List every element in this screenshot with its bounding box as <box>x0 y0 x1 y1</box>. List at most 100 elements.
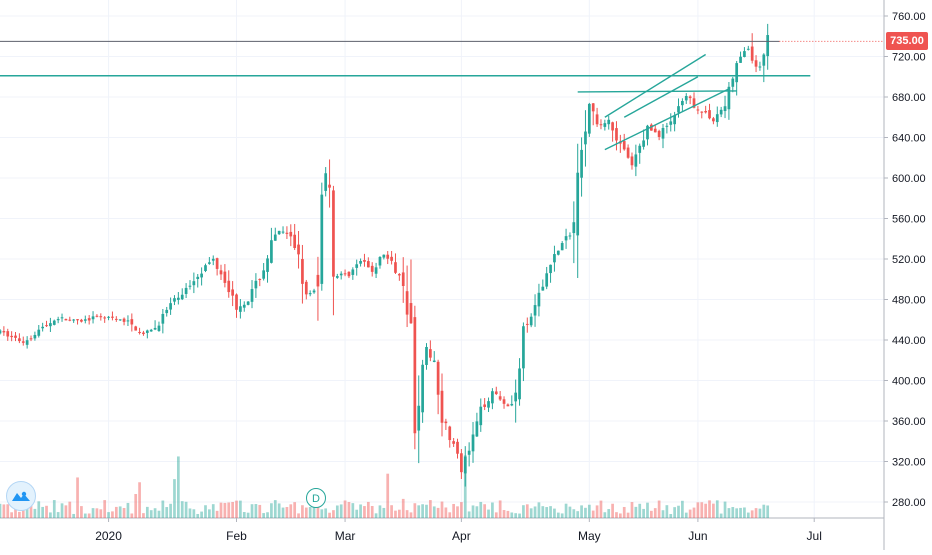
candle-body <box>215 258 219 269</box>
candle-body <box>308 293 312 295</box>
volume-bar <box>227 502 231 518</box>
volume-bar <box>328 512 331 518</box>
volume-bar <box>219 502 223 518</box>
dividend-event-marker[interactable]: D <box>306 488 326 508</box>
candle-body <box>126 320 130 322</box>
candle-body <box>463 456 467 474</box>
candle-body <box>715 114 719 123</box>
candle-body <box>758 66 762 68</box>
volume-bar <box>615 512 618 518</box>
candle-body <box>556 250 560 255</box>
volume-bar <box>192 509 196 518</box>
candle-body <box>378 257 382 266</box>
price-tick-label: 320.00 <box>892 457 926 469</box>
trendline <box>604 88 730 151</box>
volume-bar <box>52 500 56 518</box>
volume-bar <box>708 500 711 518</box>
trendline <box>577 90 737 93</box>
candle-body <box>510 403 514 406</box>
volume-bar <box>463 455 467 518</box>
candle-body <box>64 318 68 321</box>
volume-bar <box>529 508 533 518</box>
candle-body <box>452 441 455 444</box>
candle-body <box>304 281 308 295</box>
volume-bar <box>394 510 397 518</box>
time-tick-label: 2020 <box>95 529 122 543</box>
volume-bar <box>634 506 638 518</box>
volume-bar <box>208 509 211 518</box>
candle-body <box>401 272 405 287</box>
volume-bar <box>246 512 250 518</box>
time-tick-label: Feb <box>226 529 247 543</box>
candle-body <box>653 128 657 133</box>
volume-bar <box>72 513 76 518</box>
candle-body <box>312 290 316 293</box>
volume-bar <box>107 512 110 518</box>
volume-bar <box>308 507 312 518</box>
candle-body <box>293 234 297 248</box>
candle-body <box>413 317 417 434</box>
time-tick-label: Jul <box>807 529 822 543</box>
volume-bar <box>669 513 673 518</box>
volume-bar <box>176 456 180 518</box>
volume-bar <box>429 500 432 518</box>
candle-body <box>456 441 459 454</box>
time-tick-label: Mar <box>335 529 356 543</box>
volume-bar <box>289 504 293 518</box>
candle-body <box>242 304 246 308</box>
volume-bar <box>149 510 153 518</box>
candle-body <box>250 289 254 302</box>
candle-body <box>444 421 448 424</box>
candle-body <box>122 318 126 322</box>
candle-body <box>83 319 87 321</box>
volume-bar <box>653 508 657 518</box>
candle-body <box>436 361 440 395</box>
candle-body <box>142 332 145 335</box>
volume-bar <box>126 502 130 518</box>
candle-body <box>587 103 591 134</box>
candle-body <box>281 231 285 233</box>
volume-bar <box>727 508 731 518</box>
volume-bar <box>153 508 157 518</box>
candle-body <box>41 326 45 329</box>
volume-bar <box>611 503 614 518</box>
candle-body <box>145 330 149 333</box>
candle-body <box>642 140 645 147</box>
candle-body <box>161 313 165 324</box>
price-tick-label: 640.00 <box>892 133 926 145</box>
volume-bar <box>250 504 254 518</box>
volume-bar <box>165 507 169 518</box>
candle-body <box>386 254 390 259</box>
volume-bar <box>460 502 463 518</box>
volume-bar <box>735 508 739 518</box>
volume-bar <box>374 513 378 518</box>
volume-bar <box>173 479 176 518</box>
candle-body <box>339 273 343 276</box>
candle-body <box>584 131 587 145</box>
tradingview-logo-icon[interactable] <box>6 481 36 511</box>
candle-body <box>700 111 704 113</box>
volume-bar <box>37 501 41 518</box>
candle-body <box>343 273 347 275</box>
candle-body <box>611 122 614 131</box>
candle-body <box>107 316 110 318</box>
candle-body <box>227 280 231 293</box>
trendline <box>604 53 707 118</box>
candle-body <box>262 270 266 279</box>
candle-body <box>591 103 595 112</box>
volume-bar <box>467 511 471 518</box>
volume-bar <box>746 512 750 518</box>
candle-body <box>646 125 649 140</box>
volume-bar <box>545 507 549 518</box>
volume-bar <box>64 505 68 518</box>
candle-body <box>157 325 161 331</box>
candle-body <box>735 63 739 83</box>
volume-bar <box>630 502 634 518</box>
candle-body <box>359 260 362 264</box>
candle-body <box>14 335 17 338</box>
volume-bar <box>204 505 207 518</box>
volume-bar <box>304 507 308 518</box>
volume-bar <box>347 502 351 518</box>
